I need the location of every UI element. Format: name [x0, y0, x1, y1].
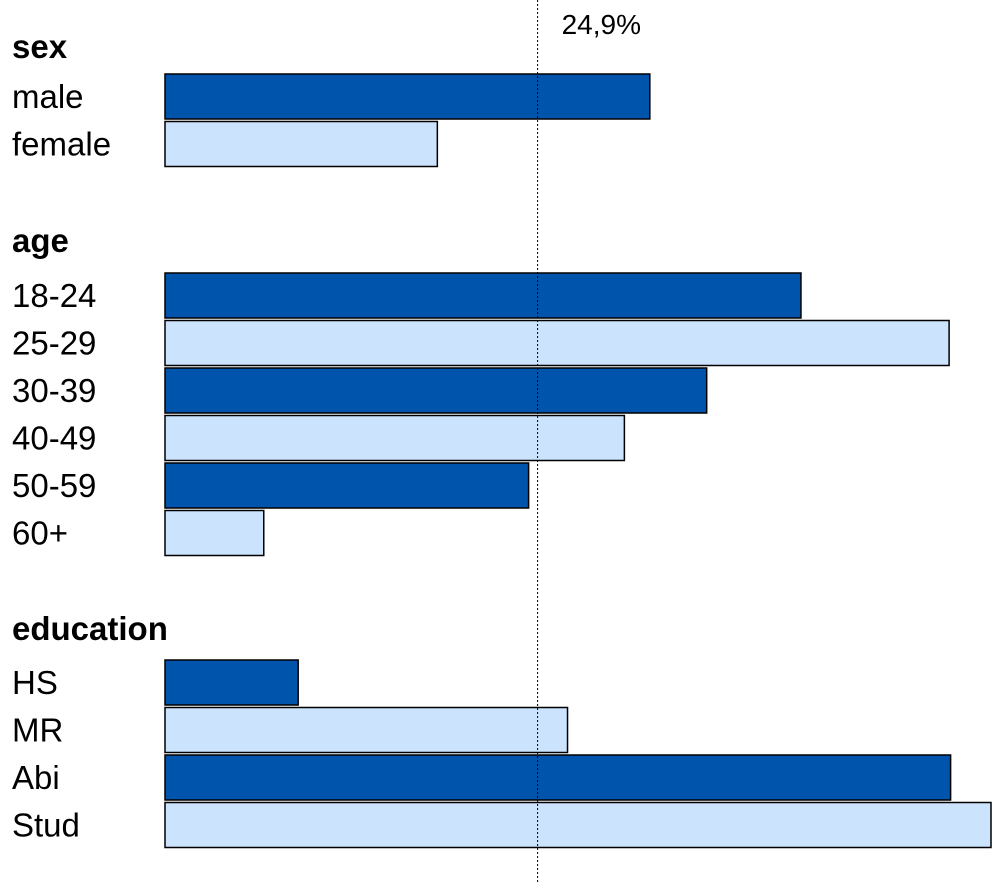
group-title-age: age [12, 222, 69, 259]
category-label-18-24: 18-24 [12, 277, 96, 314]
category-label-Stud: Stud [12, 807, 80, 844]
category-label-Abi: Abi [12, 759, 60, 796]
bar-sex-female [164, 120, 439, 168]
category-label-30-39: 30-39 [12, 372, 96, 409]
bar-age-60+ [164, 509, 265, 557]
bar-education-Abi [164, 754, 952, 801]
category-label-25-29: 25-29 [12, 325, 96, 362]
category-label-MR: MR [12, 712, 63, 749]
group-title-education: education [12, 610, 168, 647]
bar-education-HS [164, 659, 299, 706]
bar-sex-male [164, 73, 651, 120]
bar-education-Stud [164, 801, 992, 849]
bar-age-30-39 [164, 367, 708, 414]
category-label-40-49: 40-49 [12, 420, 96, 457]
category-label-50-59: 50-59 [12, 467, 96, 504]
category-label-HS: HS [12, 664, 58, 701]
bar-age-18-24 [164, 272, 802, 319]
labels-layer: sex male female age 18-24 25-29 30-39 40-49 50-5… [12, 28, 168, 844]
bar-age-50-59 [164, 462, 530, 509]
reference-line-label: 24,9% [562, 9, 641, 40]
bar-education-MR [164, 706, 569, 754]
category-label-60+: 60+ [12, 515, 68, 552]
bar-age-40-49 [164, 414, 626, 462]
group-title-sex: sex [12, 28, 68, 65]
category-label-male: male [12, 78, 84, 115]
category-label-female: female [12, 126, 111, 163]
bar-age-25-29 [164, 319, 950, 367]
bars-layer [164, 73, 992, 849]
